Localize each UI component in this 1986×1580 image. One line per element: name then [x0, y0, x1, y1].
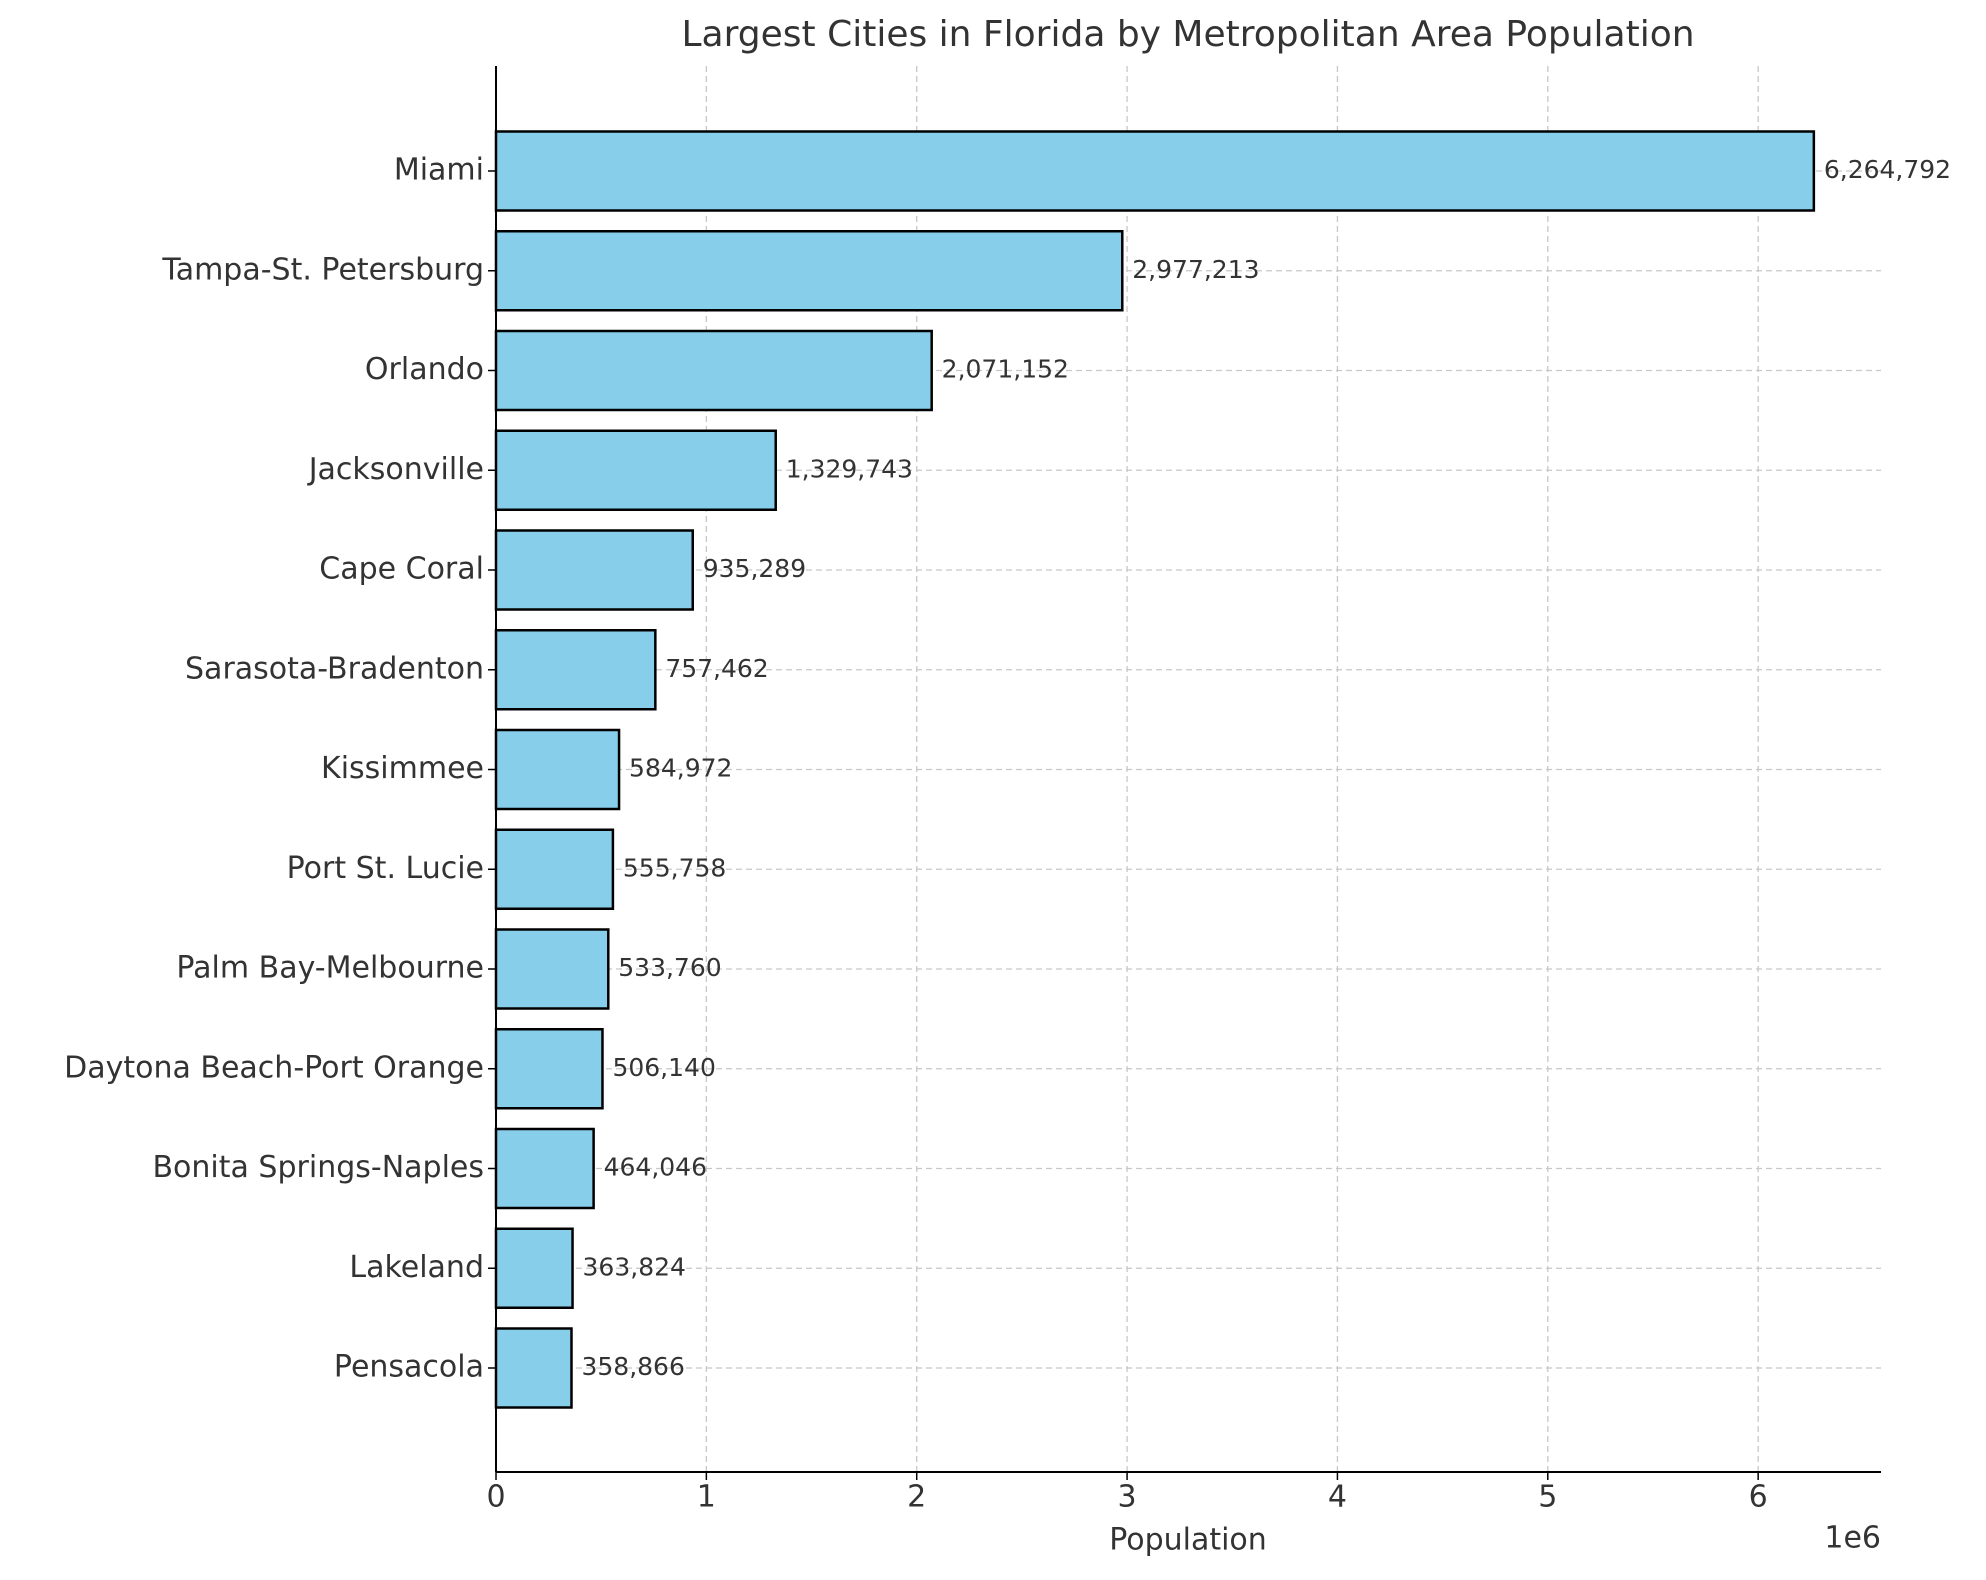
value-label: 358,866 [581, 1352, 684, 1381]
bar [494, 928, 610, 1010]
x-tick-label: 2 [907, 1480, 926, 1515]
y-tick-label: Tampa-St. Petersburg [161, 252, 484, 287]
x-axis-label: Population [1109, 1523, 1267, 1558]
chart-title: Largest Cities in Florida by Metropolita… [681, 14, 1694, 55]
value-label: 757,462 [665, 654, 768, 683]
y-tick-label: Daytona Beach-Port Orange [64, 1050, 484, 1085]
y-tick-label: Lakeland [349, 1250, 484, 1285]
bar [494, 1227, 574, 1309]
bar [494, 828, 615, 910]
bar [494, 1327, 573, 1409]
value-label: 6,264,792 [1824, 155, 1951, 184]
x-tick-label: 5 [1538, 1480, 1557, 1515]
y-tick-label: Miami [394, 153, 484, 188]
value-label: 2,071,152 [942, 355, 1069, 384]
y-tick-label: Pensacola [334, 1350, 484, 1385]
bar [494, 1028, 604, 1110]
x-offset-label: 1e6 [1824, 1521, 1881, 1556]
value-label: 363,824 [583, 1252, 686, 1281]
value-label: 506,140 [612, 1053, 715, 1082]
bar [494, 529, 694, 611]
y-tick-label: Cape Coral [319, 552, 484, 587]
value-label: 533,760 [618, 953, 721, 982]
y-tick-label: Sarasota-Bradenton [185, 651, 484, 686]
y-tick-label: Jacksonville [307, 452, 484, 487]
bar [494, 728, 621, 811]
x-tick-label: 0 [486, 1480, 505, 1515]
y-tick-label: Kissimmee [321, 751, 484, 786]
bar [494, 130, 1816, 212]
value-label: 935,289 [703, 554, 806, 583]
y-tick-label: Bonita Springs-Naples [152, 1150, 484, 1185]
bar [494, 329, 933, 412]
y-tick-label: Palm Bay-Melbourne [176, 951, 484, 986]
value-label: 2,977,213 [1132, 255, 1259, 284]
bar [494, 1127, 595, 1210]
bar [494, 230, 1124, 312]
x-tick-label: 1 [697, 1480, 716, 1515]
bar [494, 429, 777, 511]
y-tick-label: Port St. Lucie [287, 851, 484, 886]
value-label: 584,972 [629, 754, 732, 783]
value-label: 555,758 [623, 853, 726, 882]
x-tick-label: 3 [1118, 1480, 1137, 1515]
bar [494, 629, 657, 711]
value-label: 464,046 [604, 1153, 707, 1182]
x-tick-label: 6 [1749, 1480, 1768, 1515]
value-label: 1,329,743 [786, 454, 913, 483]
x-tick-label: 4 [1328, 1480, 1347, 1515]
y-tick-label: Orlando [365, 352, 484, 387]
